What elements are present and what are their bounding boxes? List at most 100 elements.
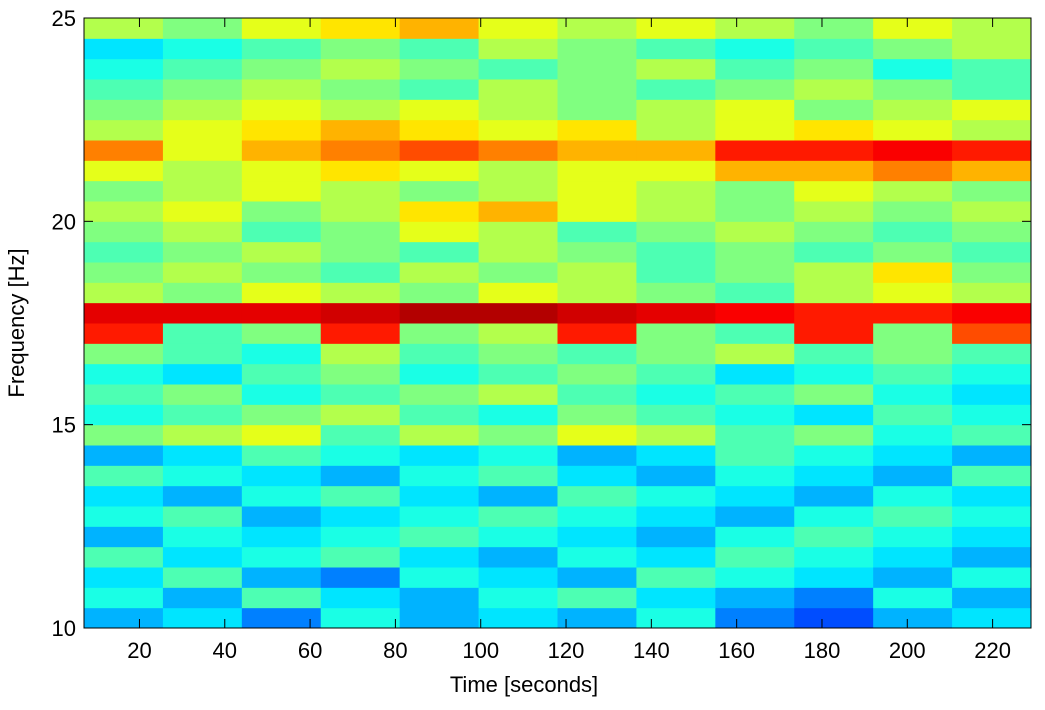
cell (320, 18, 401, 39)
cell (794, 363, 874, 385)
cell (715, 241, 795, 263)
cell (952, 526, 1032, 548)
cell (399, 404, 480, 426)
cell (478, 343, 558, 365)
cell (794, 506, 874, 527)
cell (952, 607, 1032, 629)
cell (320, 343, 401, 365)
cell (873, 119, 953, 141)
cell (162, 506, 243, 527)
cell (794, 18, 874, 39)
cell (557, 99, 637, 121)
cell (478, 38, 558, 60)
plot-frame (83, 17, 1032, 629)
cell (873, 465, 953, 487)
cell (399, 58, 480, 80)
cell (84, 567, 164, 588)
x-tick-label: 60 (298, 638, 322, 663)
cell (84, 546, 164, 568)
cell (478, 587, 558, 609)
cell (794, 201, 874, 222)
cell (399, 99, 480, 121)
cell (952, 241, 1032, 263)
cell (636, 140, 716, 161)
cell (320, 58, 401, 80)
cell (557, 58, 637, 80)
cell (715, 282, 795, 304)
cell (241, 99, 322, 121)
cell (84, 302, 164, 324)
cell (715, 18, 795, 39)
cell (320, 363, 401, 385)
cell (557, 384, 637, 405)
cell (84, 99, 164, 121)
cell (84, 18, 164, 39)
cell (557, 485, 637, 507)
cell (241, 302, 322, 324)
cell (320, 404, 401, 426)
cell (636, 221, 716, 243)
cell (162, 485, 243, 507)
x-tick-label: 120 (548, 638, 585, 663)
cell (794, 465, 874, 487)
cell (636, 343, 716, 365)
cell (873, 323, 953, 344)
cell (399, 424, 480, 446)
cell (873, 607, 953, 629)
cell (952, 58, 1032, 80)
cell (478, 445, 558, 466)
cell (636, 445, 716, 466)
cell (399, 38, 480, 60)
cell (873, 160, 953, 182)
cell (84, 58, 164, 80)
cell (320, 201, 401, 222)
cell (84, 526, 164, 548)
cell (478, 18, 558, 39)
cell (478, 241, 558, 263)
cell (84, 607, 164, 629)
x-tick-label: 40 (213, 638, 237, 663)
cell (873, 546, 953, 568)
cell (557, 587, 637, 609)
cell (84, 343, 164, 365)
cell (794, 445, 874, 466)
cell (241, 221, 322, 243)
cell (84, 140, 164, 161)
cell (557, 140, 637, 161)
cell (399, 445, 480, 466)
cell (636, 363, 716, 385)
cell (162, 323, 243, 344)
cell (636, 526, 716, 548)
cell (478, 424, 558, 446)
cell (873, 221, 953, 243)
cell (162, 262, 243, 283)
cell (162, 465, 243, 487)
cell (320, 323, 401, 344)
cell (399, 180, 480, 202)
cell (952, 180, 1032, 202)
cell (873, 404, 953, 426)
cell (241, 140, 322, 161)
cell (952, 506, 1032, 527)
cell (84, 404, 164, 426)
cell (557, 607, 637, 629)
cell (952, 262, 1032, 283)
cell (241, 343, 322, 365)
cell (557, 424, 637, 446)
cell (241, 58, 322, 80)
x-tick-label: 140 (633, 638, 670, 663)
cell (873, 506, 953, 527)
cell (715, 160, 795, 182)
cell (952, 363, 1032, 385)
cell (241, 526, 322, 548)
cell (557, 465, 637, 487)
cell (557, 526, 637, 548)
cell (241, 424, 322, 446)
cell (399, 160, 480, 182)
x-tick-label: 200 (889, 638, 926, 663)
cell (84, 160, 164, 182)
cell (794, 160, 874, 182)
cell (636, 262, 716, 283)
cell (399, 119, 480, 141)
